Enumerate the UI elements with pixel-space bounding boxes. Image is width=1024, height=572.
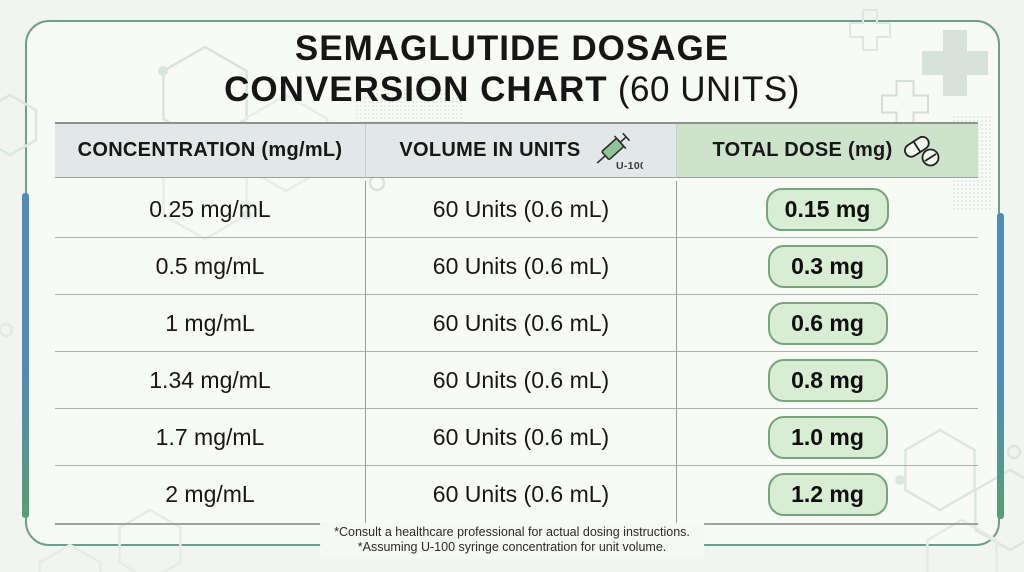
table-cell-volume: 60 Units (0.6 mL) [366, 181, 677, 238]
dosage-table: CONCENTRATION (mg/mL) VOLUME IN UNITS U-… [55, 122, 978, 525]
table-cell-dose: 0.8 mg [677, 352, 978, 409]
accent-bar-right [997, 213, 1004, 519]
table-cell-volume: 60 Units (0.6 mL) [366, 295, 677, 352]
table-cell-dose: 0.3 mg [677, 238, 978, 295]
title-line-2: CONVERSION CHART (60 UNITS) [0, 69, 1024, 110]
syringe-caption: U-100 [616, 160, 643, 172]
table-cell-volume: 60 Units (0.6 mL) [366, 238, 677, 295]
pills-icon [901, 134, 943, 168]
table-cell-dose: 0.15 mg [677, 181, 978, 238]
table-cell-dose: 0.6 mg [677, 295, 978, 352]
header-dose: TOTAL DOSE (mg) [677, 124, 978, 178]
dose-badge: 0.15 mg [765, 187, 890, 231]
title-line-2-light: (60 UNITS) [607, 70, 800, 109]
table-cell-volume: 60 Units (0.6 mL) [366, 466, 677, 523]
header-volume: VOLUME IN UNITS U-100 [366, 124, 677, 178]
table-cell-concentration: 1.34 mg/mL [55, 352, 366, 409]
title-line-2-bold: CONVERSION CHART [224, 70, 608, 109]
footnote-line-1: *Consult a healthcare professional for a… [334, 525, 690, 539]
header-concentration-label: CONCENTRATION (mg/mL) [77, 139, 343, 161]
table-cell-dose: 1.2 mg [677, 466, 978, 523]
table-cell-volume: 60 Units (0.6 mL) [366, 352, 677, 409]
footnotes: *Consult a healthcare professional for a… [320, 523, 704, 559]
table-cell-concentration: 1.7 mg/mL [55, 409, 366, 466]
table-cell-concentration: 0.5 mg/mL [55, 238, 366, 295]
table-cell-concentration: 0.25 mg/mL [55, 181, 366, 238]
accent-bar-left [22, 193, 29, 518]
table-cell-dose: 1.0 mg [677, 409, 978, 466]
table-cell-concentration: 1 mg/mL [55, 295, 366, 352]
header-concentration: CONCENTRATION (mg/mL) [55, 124, 366, 178]
header-volume-label: VOLUME IN UNITS [399, 139, 581, 161]
dose-badge: 1.2 mg [767, 473, 888, 516]
footnote-line-2: *Assuming U-100 syringe concentration fo… [357, 540, 667, 554]
dose-badge: 0.6 mg [767, 301, 888, 345]
table-cell-concentration: 2 mg/mL [55, 466, 366, 523]
title-line-1: SEMAGLUTIDE DOSAGE [294, 29, 730, 68]
dose-badge: 0.8 mg [767, 358, 888, 402]
dose-badge: 1.0 mg [767, 415, 888, 459]
table-cell-volume: 60 Units (0.6 mL) [366, 409, 677, 466]
syringe-icon: U-100 [589, 130, 643, 172]
page-title: SEMAGLUTIDE DOSAGE CONVERSION CHART (60 … [0, 28, 1024, 110]
header-dose-label: TOTAL DOSE (mg) [712, 139, 893, 161]
dose-badge: 0.3 mg [767, 244, 888, 288]
